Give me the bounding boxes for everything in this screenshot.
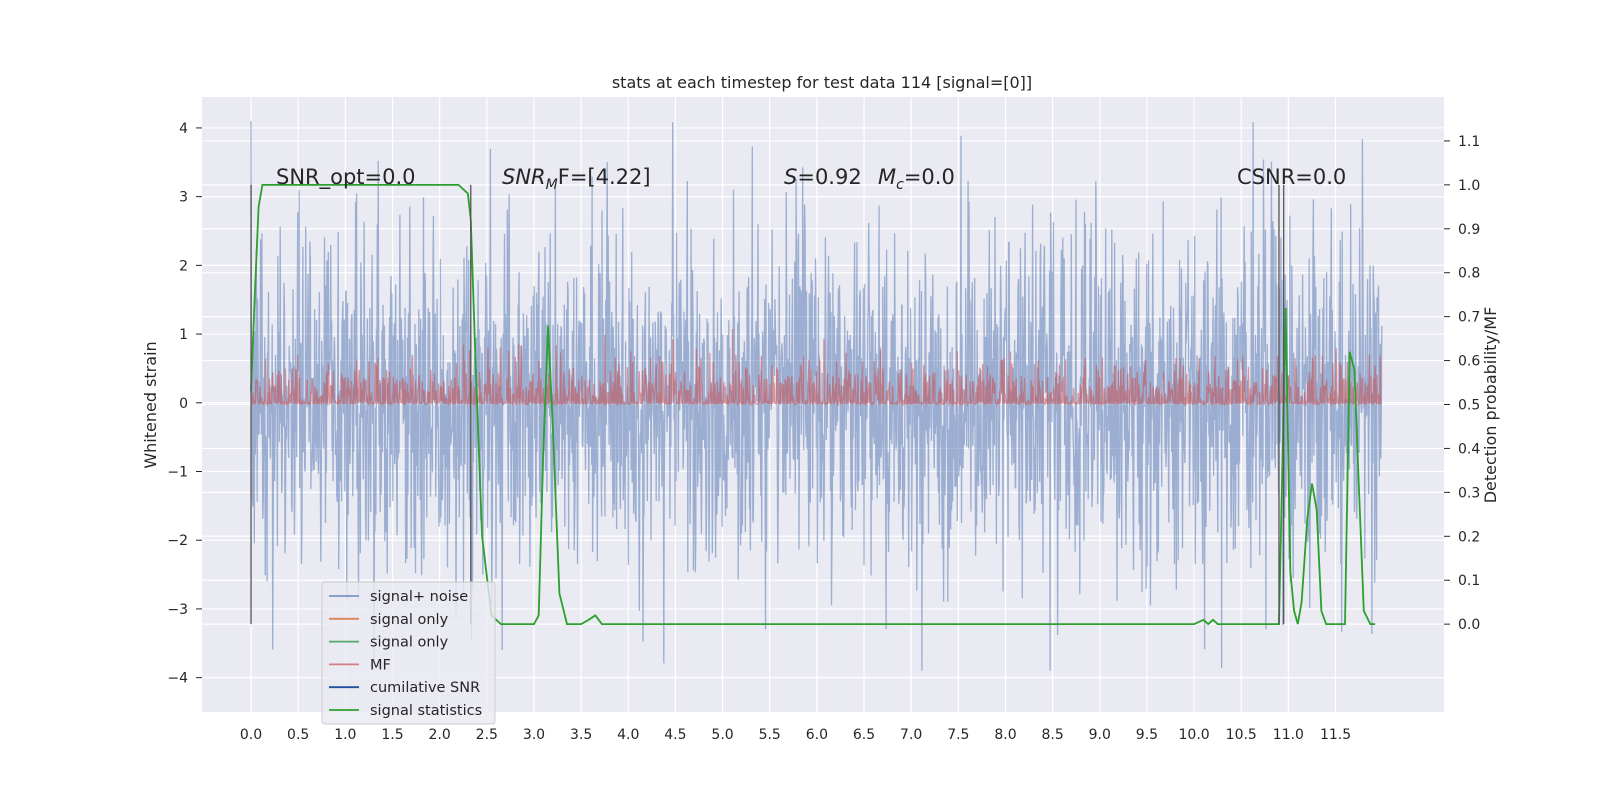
x-tick-label: 4.5 bbox=[664, 727, 686, 743]
y2-tick-label: 0.1 bbox=[1458, 573, 1480, 589]
x-tick-label: 4.0 bbox=[617, 727, 639, 743]
signal-statistics-line bbox=[250, 184, 1376, 626]
y2-tick-label: 0.7 bbox=[1458, 310, 1480, 326]
x-tick-label: 3.0 bbox=[523, 727, 545, 743]
vertical-marker-lines bbox=[250, 184, 1285, 625]
x-tick-label: 3.5 bbox=[570, 727, 592, 743]
y-axis-ticks: 4 3 2 1 0 −1 −2 −3 −4 bbox=[167, 121, 202, 687]
y-tick-label: 4 bbox=[179, 121, 188, 137]
y-tick-label: 1 bbox=[179, 327, 188, 343]
y2-tick-label: 0.4 bbox=[1458, 441, 1480, 457]
x-tick-label: 0.0 bbox=[240, 727, 262, 743]
y2-tick-label: 0.2 bbox=[1458, 529, 1480, 545]
annotation-csnr: CSNR=0.0 bbox=[1237, 165, 1346, 189]
y2-tick-label: 1.1 bbox=[1458, 134, 1480, 150]
x-tick-label: 10.5 bbox=[1226, 727, 1257, 743]
annotation-snr-mf: SNRMF=[4.22] bbox=[502, 165, 651, 193]
x-tick-label: 6.0 bbox=[806, 727, 828, 743]
legend-label: MF bbox=[370, 657, 391, 673]
x-axis-ticks: 0.0 0.5 1.0 1.5 2.0 2.5 3.0 3.5 4.0 4.5 5.0 5.5 6.0 6… bbox=[240, 727, 1351, 743]
x-tick-label: 5.5 bbox=[759, 727, 781, 743]
x-tick-label: 5.0 bbox=[711, 727, 733, 743]
data-layer bbox=[250, 121, 1383, 671]
x-tick-label: 7.5 bbox=[947, 727, 969, 743]
legend-items: signal+ noise signal only signal only MF cum… bbox=[329, 589, 482, 719]
y-tick-label: 0 bbox=[179, 396, 188, 412]
x-tick-label: 0.5 bbox=[287, 727, 309, 743]
y2-tick-label: 0.3 bbox=[1458, 485, 1480, 501]
chart-title: stats at each timestep for test data 114… bbox=[612, 73, 1032, 92]
y2-tick-label: 0.0 bbox=[1458, 617, 1480, 633]
y2-tick-label: 0.9 bbox=[1458, 222, 1480, 238]
y2-axis-label: Detection probability/MF bbox=[1481, 307, 1500, 504]
x-tick-label: 9.5 bbox=[1136, 727, 1158, 743]
x-tick-label: 2.5 bbox=[476, 727, 498, 743]
x-tick-label: 11.0 bbox=[1273, 727, 1304, 743]
x-tick-label: 9.0 bbox=[1089, 727, 1111, 743]
y-tick-label: −4 bbox=[167, 671, 188, 687]
y-tick-label: 3 bbox=[179, 190, 188, 206]
y-axis-label: Whitened strain bbox=[141, 341, 160, 468]
legend-label: signal only bbox=[370, 635, 449, 651]
x-tick-label: 10.0 bbox=[1179, 727, 1210, 743]
legend-label: signal statistics bbox=[370, 703, 482, 719]
y2-tick-label: 0.8 bbox=[1458, 266, 1480, 282]
legend-label: cumilative SNR bbox=[370, 680, 480, 696]
y2-tick-label: 0.5 bbox=[1458, 398, 1480, 414]
y2-axis-ticks: 1.1 1.0 0.9 0.8 0.7 0.6 0.5 0.4 0.3 0.2 0.1 0.0 bbox=[1444, 134, 1480, 633]
x-tick-label: 7.0 bbox=[900, 727, 922, 743]
y-tick-label: −3 bbox=[167, 602, 188, 618]
y2-tick-label: 0.6 bbox=[1458, 354, 1480, 370]
y-tick-label: −2 bbox=[167, 533, 188, 549]
x-tick-label: 8.0 bbox=[994, 727, 1016, 743]
signal-noise-line bbox=[250, 121, 1383, 671]
mf-line bbox=[250, 328, 1383, 408]
x-tick-label: 1.0 bbox=[334, 727, 356, 743]
x-tick-label: 8.5 bbox=[1042, 727, 1064, 743]
legend-label: signal only bbox=[370, 612, 449, 628]
annotation-snr-opt: SNR_opt=0.0 bbox=[276, 165, 416, 190]
legend-label: signal+ noise bbox=[370, 589, 468, 605]
annotation-s-stat: S=0.92 bbox=[784, 165, 862, 189]
x-tick-label: 6.5 bbox=[853, 727, 875, 743]
x-tick-label: 1.5 bbox=[381, 727, 403, 743]
legend: signal+ noise signal only signal only MF cum… bbox=[321, 581, 496, 725]
y-tick-label: −1 bbox=[167, 464, 188, 480]
x-tick-label: 2.0 bbox=[429, 727, 451, 743]
annotation-mc: Mc=0.0 bbox=[878, 165, 955, 193]
x-tick-label: 11.5 bbox=[1320, 727, 1351, 743]
y-tick-label: 2 bbox=[179, 258, 188, 274]
y2-tick-label: 1.0 bbox=[1458, 178, 1480, 194]
legend-box bbox=[321, 581, 496, 725]
